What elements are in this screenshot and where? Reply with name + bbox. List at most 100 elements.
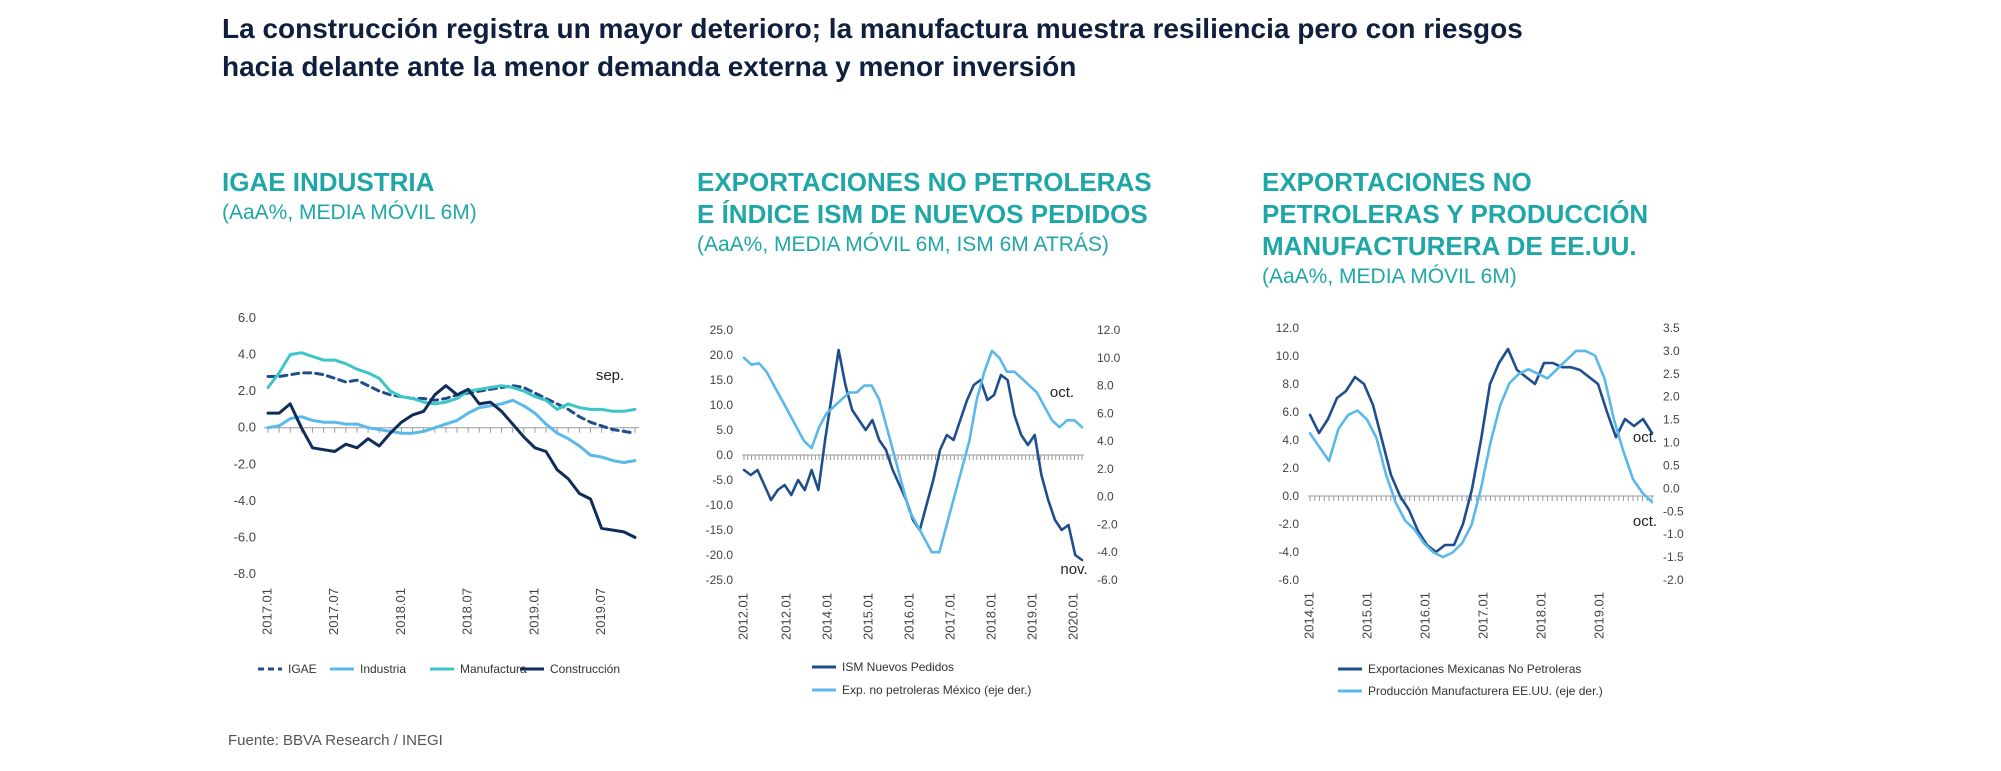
y-tick-label: -6.0 [234, 529, 256, 544]
x-tick-label: 2019.01 [1024, 593, 1039, 640]
y-left-tick-label: -20.0 [706, 548, 734, 562]
y-left-tick-label: 0.0 [716, 448, 733, 462]
page-title-line-1: La construcción registra un mayor deteri… [222, 13, 1523, 44]
y-left-tick-label: 5.0 [716, 423, 733, 437]
y-tick-label: -8.0 [234, 566, 256, 581]
y-right-tick-label: 1.5 [1663, 413, 1680, 427]
y-left-tick-label: 10.0 [1276, 349, 1300, 363]
legend-item-1-label: Producción Manufacturera EE.UU. (eje der… [1368, 684, 1603, 698]
y-right-tick-label: -2.0 [1663, 573, 1684, 587]
x-tick-label: 2018.07 [460, 588, 475, 635]
y-left-tick-label: -4.0 [1278, 545, 1299, 559]
y-right-tick-label: 4.0 [1097, 434, 1114, 448]
y-left-tick-label: 6.0 [1282, 405, 1299, 419]
y-tick-label: -4.0 [234, 493, 256, 508]
chart-2-title-line-1: EXPORTACIONES NO PETROLERAS [697, 167, 1152, 197]
y-right-tick-label: 3.5 [1663, 321, 1680, 335]
y-left-tick-label: -25.0 [706, 573, 734, 587]
y-right-tick-label: -2.0 [1097, 517, 1118, 531]
y-right-tick-label: -6.0 [1097, 573, 1118, 587]
y-right-tick-label: 3.0 [1663, 344, 1680, 358]
x-tick-label: 2012.01 [778, 593, 793, 640]
annotation-oct-lower: oct. [1633, 513, 1657, 530]
y-right-tick-label: 2.0 [1663, 390, 1680, 404]
y-right-tick-label: -1.5 [1663, 550, 1684, 564]
y-left-tick-label: -6.0 [1278, 573, 1299, 587]
y-right-tick-label: 0.0 [1097, 490, 1114, 504]
x-tick-label: 2012.01 [735, 593, 750, 640]
chart-3-title-line-1: EXPORTACIONES NO [1262, 167, 1532, 197]
chart-2-subtitle: (AaA%, MEDIA MÓVIL 6M, ISM 6M ATRÁS) [697, 233, 1109, 256]
x-tick-label: 2019.01 [526, 588, 541, 635]
x-tick-label: 2016.01 [901, 593, 916, 640]
y-left-tick-label: 4.0 [1282, 433, 1299, 447]
y-right-tick-label: -4.0 [1097, 545, 1118, 559]
y-tick-label: -2.0 [234, 456, 256, 471]
series-line-exportaciones [742, 349, 1084, 554]
chart-2-title-line-2: E ÍNDICE ISM DE NUEVOS PEDIDOS [697, 199, 1148, 229]
y-left-tick-label: 15.0 [710, 373, 734, 387]
x-tick-label: 2020.01 [1065, 593, 1080, 640]
series-line-igae [266, 371, 637, 435]
y-right-tick-label: 1.0 [1663, 436, 1680, 450]
y-right-tick-label: 8.0 [1097, 379, 1114, 393]
annotation-sep: sep. [596, 367, 624, 384]
y-tick-label: 6.0 [238, 310, 256, 325]
y-right-tick-label: 10.0 [1097, 351, 1121, 365]
chart-1-subtitle: (AaA%, MEDIA MÓVIL 6M) [222, 201, 477, 224]
x-tick-label: 2017.01 [1475, 592, 1490, 639]
y-right-tick-label: 0.0 [1663, 481, 1680, 495]
legend-item-0-label: Exportaciones Mexicanas No Petroleras [1368, 662, 1581, 676]
y-tick-label: 2.0 [238, 383, 256, 398]
series-line-construcción [266, 384, 637, 539]
y-left-tick-label: 20.0 [710, 348, 734, 362]
legend-item-1-label: Exp. no petroleras México (eje der.) [842, 683, 1031, 697]
page-title-line-2: hacia delante ante la menor demanda exte… [222, 51, 1077, 82]
chart-3-header: EXPORTACIONES NO PETROLERAS Y PRODUCCIÓN… [1262, 166, 1648, 292]
x-tick-label: 2017.01 [259, 588, 274, 635]
series-line-exportaciones [1308, 347, 1654, 554]
y-right-tick-label: -1.0 [1663, 527, 1684, 541]
chart-3-title-line-3: MANUFACTURERA DE EE.UU. [1262, 231, 1637, 261]
chart-3-title-line-2: PETROLERAS Y PRODUCCIÓN [1262, 199, 1649, 229]
chart-1-title: IGAE INDUSTRIA [222, 167, 435, 197]
y-right-tick-label: 0.5 [1663, 458, 1680, 472]
y-left-tick-label: -15.0 [706, 523, 734, 537]
x-tick-label: 2019.07 [593, 588, 608, 635]
legend-item-0-label: IGAE [288, 662, 317, 676]
annotation-nov: nov. [1060, 561, 1087, 578]
y-tick-label: 0.0 [238, 420, 256, 435]
x-tick-label: 2018.01 [393, 588, 408, 635]
x-tick-label: 2018.01 [1533, 592, 1548, 639]
source-note: Fuente: BBVA Research / INEGI [228, 732, 443, 749]
x-tick-label: 2018.01 [983, 593, 998, 640]
chart-3-subtitle: (AaA%, MEDIA MÓVIL 6M) [1262, 265, 1517, 288]
legend-item-2-label: Manufactura [460, 662, 527, 676]
y-right-tick-label: -0.5 [1663, 504, 1684, 518]
chart-1-header: IGAE INDUSTRIA (AaA%, MEDIA MÓVIL 6M) [222, 166, 477, 228]
y-left-tick-label: -2.0 [1278, 517, 1299, 531]
x-tick-label: 2017.01 [942, 593, 957, 640]
x-tick-label: 2015.01 [860, 593, 875, 640]
x-tick-label: 2014.01 [1301, 592, 1316, 639]
annotation-oct-upper: oct. [1633, 429, 1657, 446]
y-left-tick-label: 12.0 [1276, 321, 1300, 335]
page-title: La construcción registra un mayor deteri… [222, 10, 1782, 86]
y-left-tick-label: 8.0 [1282, 377, 1299, 391]
y-right-tick-label: 12.0 [1097, 323, 1121, 337]
series-line-industria [266, 398, 637, 464]
legend-item-3-label: Construcción [550, 662, 620, 676]
y-tick-label: 4.0 [238, 347, 256, 362]
y-right-tick-label: 2.5 [1663, 367, 1680, 381]
legend-item-1-label: Industria [360, 662, 406, 676]
y-right-tick-label: 2.0 [1097, 462, 1114, 476]
y-left-tick-label: -5.0 [712, 473, 733, 487]
annotation-oct: oct. [1050, 384, 1074, 401]
x-tick-label: 2017.07 [326, 588, 341, 635]
chart-2-header: EXPORTACIONES NO PETROLERAS E ÍNDICE ISM… [697, 166, 1152, 260]
y-left-tick-label: 25.0 [710, 323, 734, 337]
y-left-tick-label: -10.0 [706, 498, 734, 512]
series-line-manufactura [266, 351, 637, 413]
